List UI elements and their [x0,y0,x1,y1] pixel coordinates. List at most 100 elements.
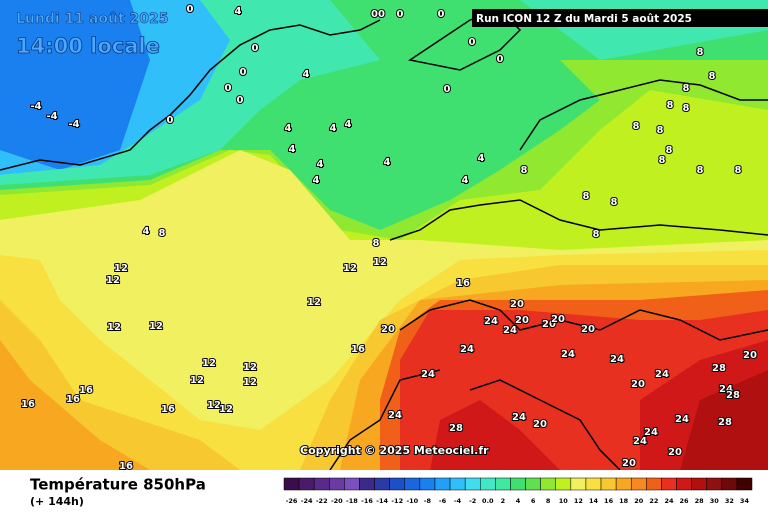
colorbar: -26 -24 -22 -20 -18 -16 -14 -12 -10 -8 -6 -4 -2 0.0 2 4… [283,477,753,505]
contour-label: 28 [449,423,463,434]
colorbar-swatch [329,477,345,491]
colorbar-label: -6 [439,497,447,505]
colorbar-label: 28 [695,497,705,505]
contour-label: 8 [611,197,618,208]
contour-label: 4 [345,119,352,130]
contour-label: 4 [317,159,324,170]
contour-label: 20 [622,458,636,469]
contour-label: 12 [149,321,163,332]
colorbar-swatch [434,477,451,491]
contour-label: 20 [381,324,395,335]
contour-label: 24 [460,344,474,355]
contour-label: 8 [735,165,742,176]
colorbar-label: -20 [331,497,343,505]
colorbar-swatch [344,477,360,491]
contour-label: 24 [503,325,517,336]
colorbar-swatch [721,477,738,491]
colorbar-label: -8 [424,497,432,505]
colorbar-label: 0.0 [482,497,494,505]
colorbar-swatch [600,477,617,491]
colorbar-label: 32 [725,497,734,505]
contour-label: 8 [373,238,380,249]
colorbar-label: -2 [469,497,476,505]
colorbar-swatch [661,477,677,491]
contour-label: 12 [343,263,357,274]
colorbar-swatch [510,477,526,491]
colorbar-label: 26 [680,497,690,505]
contour-label: 0 [438,9,445,20]
colorbar-label: -14 [376,497,388,505]
contour-label: 4 [330,123,337,134]
contour-label: 16 [119,461,133,472]
contour-label: 24 [512,412,526,423]
colorbar-label: 18 [619,497,629,505]
contour-label: 16 [21,399,35,410]
contour-label: 20 [510,299,524,310]
contour-label: 12 [106,275,120,286]
contour-label: 4 [384,157,391,168]
map-background [0,0,768,470]
contour-label: 12 [114,263,128,274]
contour-label: -4 [46,111,57,122]
contour-label: 24 [388,410,402,421]
contour-label: 24 [655,369,669,380]
contour-label: 20 [668,447,682,458]
colorbar-swatch [298,477,315,491]
colorbar-label: 20 [634,497,644,505]
colorbar-swatch [404,477,421,491]
contour-label: -4 [30,101,41,112]
contour-label: 0 [252,43,259,54]
contour-label: 0 [240,67,247,78]
contour-label: 4 [285,123,292,134]
colorbar-label: -12 [391,497,403,505]
colorbar-swatch [706,477,723,491]
contour-label: 4 [313,175,320,186]
colorbar-swatch [615,477,632,491]
contour-label: 24 [484,316,498,327]
colorbar-label: -16 [361,497,373,505]
colorbar-label: 4 [516,497,521,505]
contour-label: 24 [675,414,689,425]
contour-label: 12 [373,257,387,268]
contour-label: 20 [551,314,565,325]
run-banner [472,9,768,27]
colorbar-label: 30 [710,497,720,505]
contour-label: 8 [666,145,673,156]
run-info: Run ICON 12 Z du Mardi 5 août 2025 [476,13,692,25]
valid-time: 14:00 locale [16,34,160,58]
contour-label: 8 [521,165,528,176]
contour-label: 12 [202,358,216,369]
contour-label: 4 [303,69,310,80]
colorbar-label: 8 [546,497,551,505]
colorbar-swatch [525,477,541,491]
contour-label: 4 [143,226,150,237]
colorbar-swatch [646,477,662,491]
colorbar-label: 24 [664,497,674,505]
contour-label: 4 [462,175,469,186]
colorbar-swatch [374,477,390,491]
contour-label: 4 [478,153,485,164]
contour-label: 0 [187,4,194,15]
contour-label: 8 [697,47,704,58]
colorbar-swatch [480,477,496,491]
coastlines [0,9,768,471]
colorbar-swatch [540,477,556,491]
contour-label: 12 [243,362,257,373]
contour-label: 16 [161,404,175,415]
footer [0,470,768,512]
contour-label: 16 [456,278,470,289]
colorbar-swatch [691,477,707,491]
contour-label: 16 [66,394,80,405]
footer-title: Température 850hPa [30,476,206,494]
contour-label: -4 [68,119,79,130]
contour-label: 12 [219,404,233,415]
contour-label: 0 [444,84,451,95]
contour-label: 8 [683,103,690,114]
colorbar-label: 34 [740,497,750,505]
colorbar-label: 10 [559,497,569,505]
contour-label: 16 [351,344,365,355]
colorbar-swatch [676,477,692,491]
valid-date: Lundi 11 août 2025 [16,11,168,27]
colorbar-label: 2 [501,497,506,505]
contour-label: 20 [743,350,757,361]
